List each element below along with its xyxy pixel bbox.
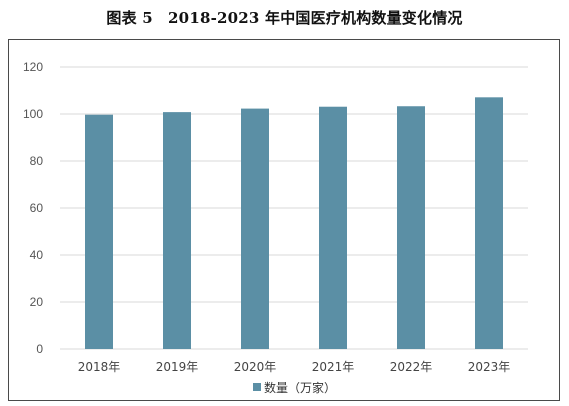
x-tick-label: 2023年 [468, 360, 511, 374]
y-axis-tick-labels: 0 20 40 60 80 100 120 [23, 60, 43, 356]
bar-2021年 [319, 106, 347, 349]
x-tick-label: 2021年 [312, 360, 355, 374]
grid-lines [60, 66, 528, 350]
x-tick-label: 2018年 [78, 360, 121, 374]
x-tick-label: 2022年 [390, 360, 433, 374]
y-tick-label: 20 [30, 295, 44, 309]
bar-2019年 [163, 112, 191, 350]
chart-title: 图表 5 2018-2023 年中国医疗机构数量变化情况 [106, 9, 463, 27]
bar-2023年 [475, 97, 503, 349]
y-tick-label: 40 [30, 248, 44, 262]
legend-label: 数量（万家） [264, 380, 336, 395]
bar-2022年 [397, 106, 425, 350]
y-tick-label: 0 [36, 342, 43, 356]
legend-swatch [253, 383, 261, 391]
bar-2020年 [241, 108, 269, 349]
bars [85, 97, 503, 350]
legend: 数量（万家） [253, 380, 336, 395]
y-tick-label: 120 [23, 60, 43, 74]
y-tick-label: 100 [23, 107, 43, 121]
x-tick-label: 2019年 [156, 360, 199, 374]
bar-2018年 [85, 114, 113, 349]
y-tick-label: 80 [30, 154, 44, 168]
x-axis-category-labels: 2018年 2019年 2020年 2021年 2022年 2023年 [78, 360, 511, 374]
x-tick-label: 2020年 [234, 360, 277, 374]
y-tick-label: 60 [30, 201, 44, 215]
